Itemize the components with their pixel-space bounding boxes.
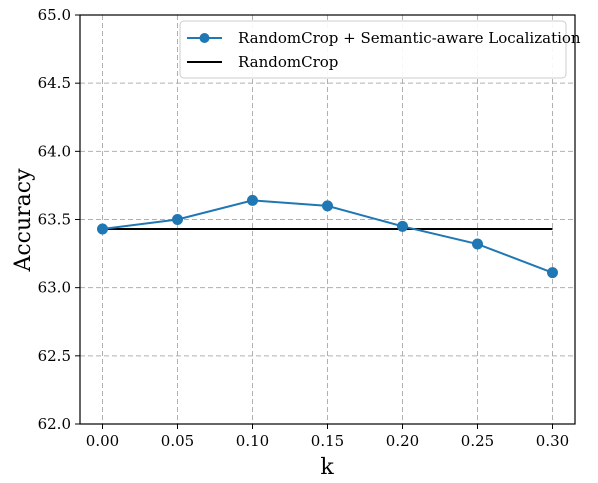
data-point <box>322 200 333 212</box>
data-point <box>247 194 258 206</box>
legend-marker-series <box>199 33 210 43</box>
y-axis-ticks: 62.0 62.5 63.0 63.5 64.0 64.5 65.0 <box>38 6 80 433</box>
semantic-localization-series <box>97 194 558 279</box>
y-tick-label: 64.0 <box>38 142 71 160</box>
legend-label-reference: RandomCrop <box>238 53 338 71</box>
x-tick-label: 0.00 <box>86 432 119 450</box>
x-axis-ticks: 0.00 0.05 0.10 0.15 0.20 0.25 0.30 <box>86 424 569 450</box>
x-tick-label: 0.25 <box>461 432 494 450</box>
legend-label-series: RandomCrop + Semantic-aware Localization <box>238 29 581 47</box>
x-tick-label: 0.30 <box>536 432 569 450</box>
x-tick-label: 0.20 <box>386 432 419 450</box>
y-tick-label: 64.5 <box>38 74 71 92</box>
x-axis-label: k <box>320 455 334 480</box>
data-point <box>172 214 183 225</box>
x-tick-label: 0.05 <box>161 432 194 450</box>
y-axis-label: Accuracy <box>11 168 36 273</box>
y-tick-label: 63.5 <box>38 211 71 229</box>
y-tick-label: 62.0 <box>38 415 71 433</box>
y-tick-label: 63.0 <box>38 279 71 297</box>
data-point <box>97 223 108 235</box>
y-tick-label: 65.0 <box>38 6 71 24</box>
legend-box <box>179 20 567 79</box>
data-point <box>472 238 483 250</box>
x-tick-label: 0.15 <box>311 432 344 450</box>
legend: RandomCrop + Semantic-aware Localization… <box>179 20 581 79</box>
y-tick-label: 62.5 <box>38 347 71 365</box>
data-point <box>547 267 558 279</box>
data-point <box>397 220 408 232</box>
x-tick-label: 0.10 <box>236 432 269 450</box>
